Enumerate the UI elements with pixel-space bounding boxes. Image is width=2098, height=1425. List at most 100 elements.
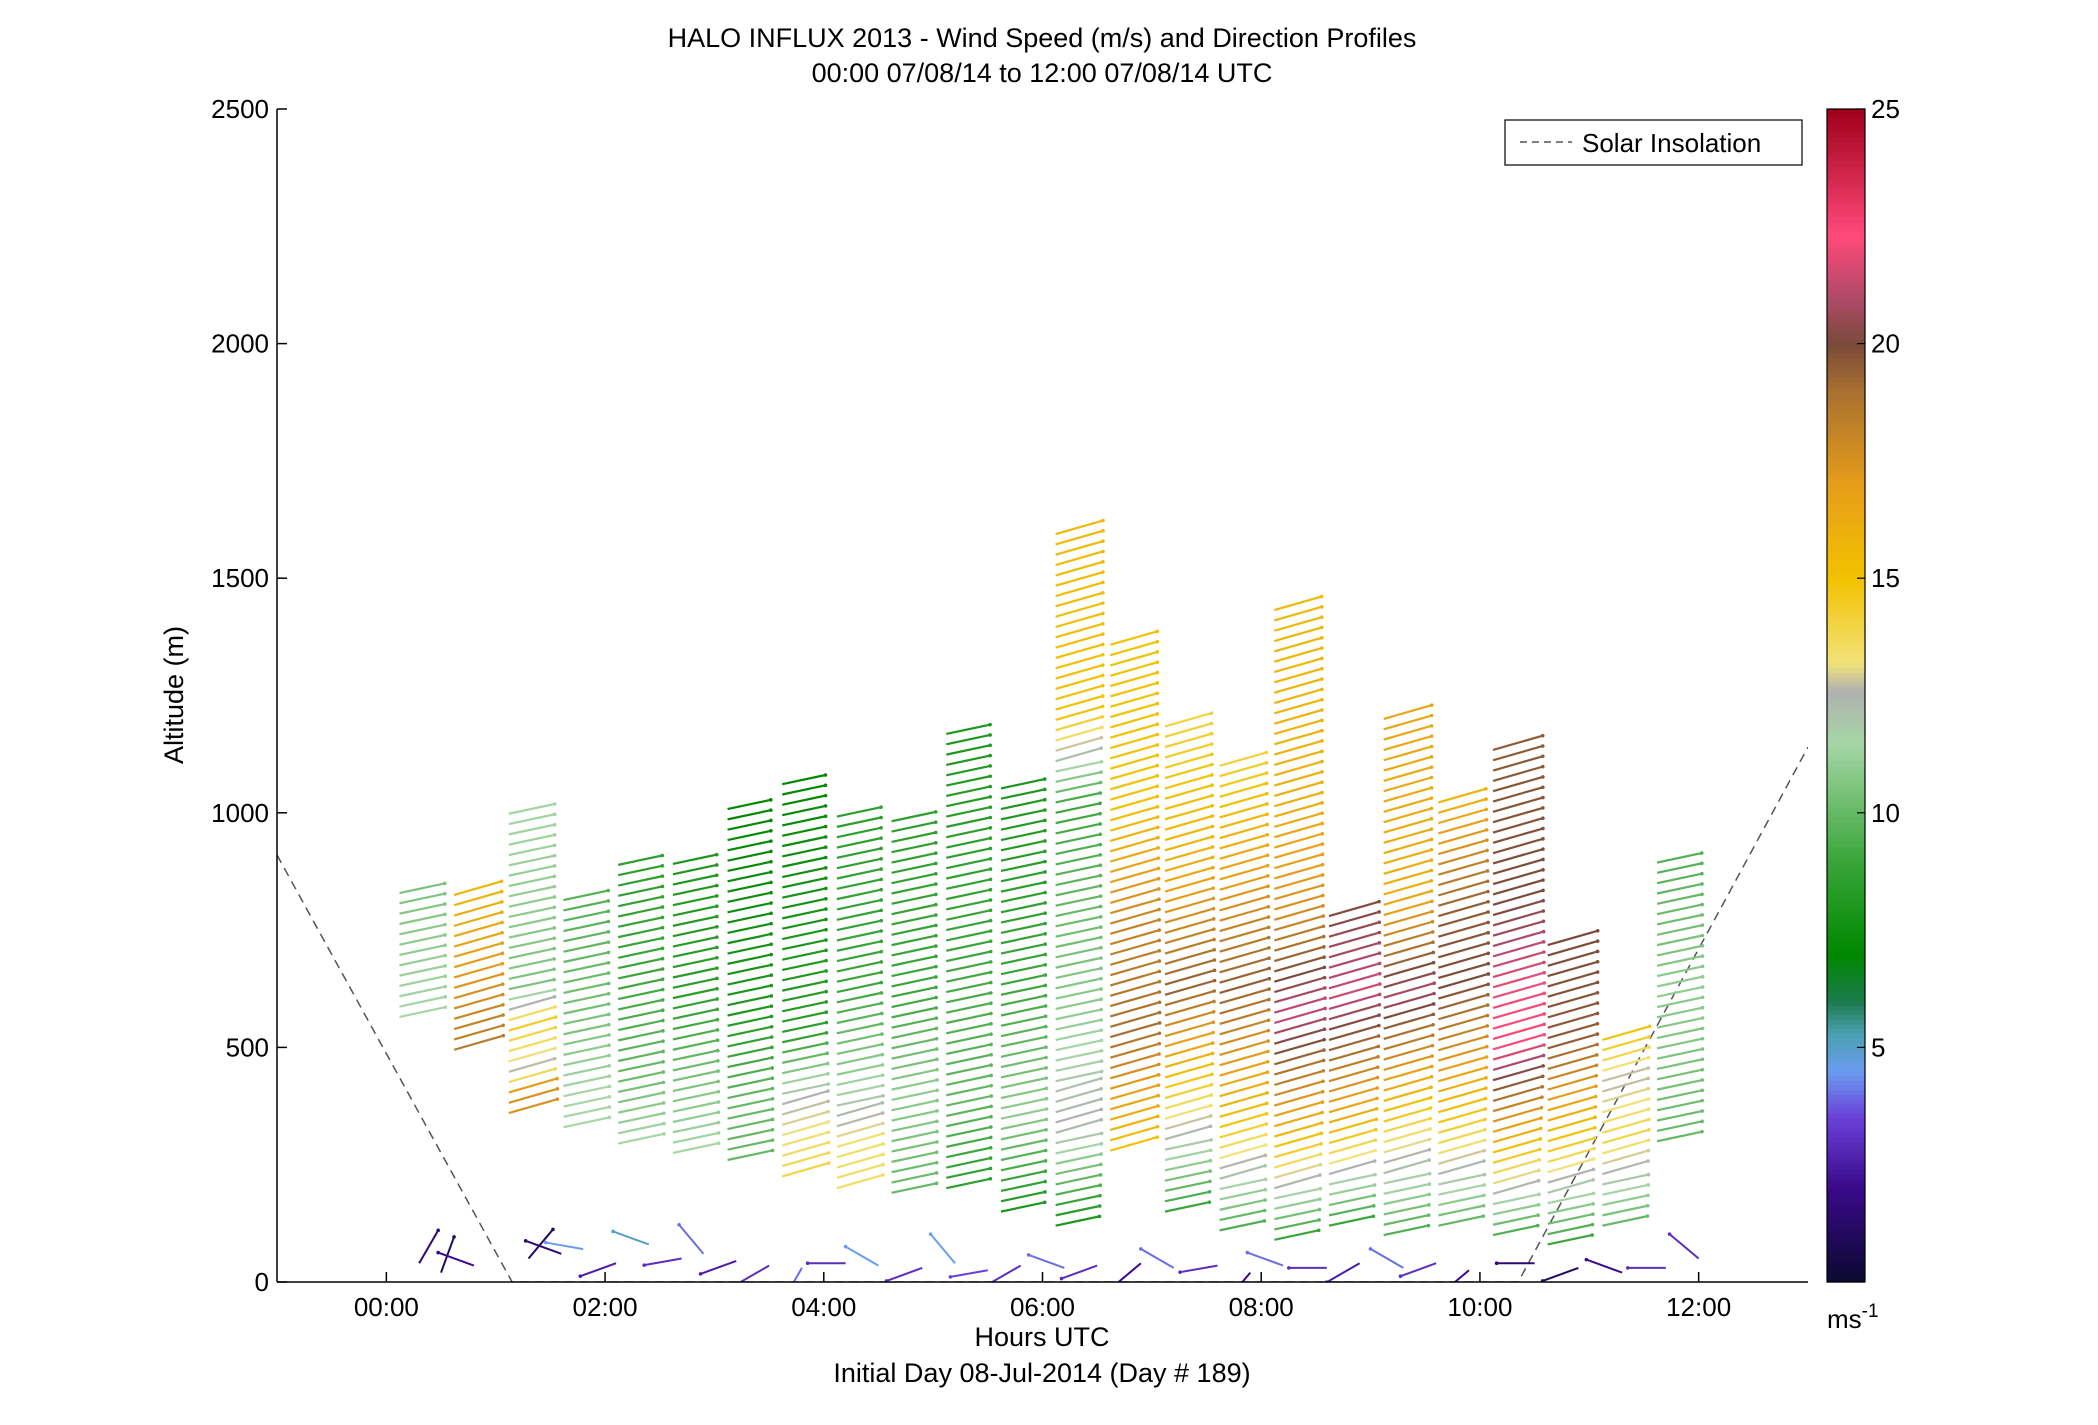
wind-barb [672,1018,718,1031]
wind-barb [1000,1190,1046,1203]
wind-barb-tip [824,969,828,973]
wind-barb-tip [1431,950,1436,955]
wind-barb [399,913,446,926]
wind-barb-tip [1208,1124,1213,1129]
wind-barb-tip [879,1001,884,1005]
wind-barb-tip [1044,1035,1048,1039]
wind-barb [836,1173,884,1190]
colorbar-band [1827,179,1865,185]
wind-barb [1219,905,1269,922]
wind-barb [1055,915,1101,928]
wind-barb-tip [1540,1095,1544,1099]
wind-barb-tip [1485,1034,1489,1039]
wind-barb [891,1130,938,1143]
wind-barb [1055,633,1104,649]
surface-wind-barb-tip [1224,1300,1228,1304]
colorbar-band [1827,789,1865,795]
colorbar-band [1827,535,1865,542]
wind-barb [727,1046,773,1058]
wind-barb [1492,858,1544,875]
wind-barb-tip [1156,856,1161,860]
wind-barb [782,815,826,827]
wind-barb [1109,939,1160,956]
wind-barb [672,894,718,907]
wind-barb [1055,977,1102,990]
wind-barb-tip [988,929,993,933]
surface-wind-barb-tip [1287,1266,1291,1270]
wind-barb [1274,688,1323,705]
colorbar-band [1827,1206,1865,1213]
colorbar-band [1827,962,1865,969]
wind-barb-tip [1265,1091,1269,1095]
wind-barb [1383,992,1435,1010]
wind-barb-tip [1265,853,1270,858]
wind-barb [1274,1007,1326,1025]
wind-barb-tip [1210,773,1214,777]
wind-barb-tip [1700,1078,1705,1082]
wind-barb-tip [1099,945,1103,950]
wind-barb [836,1002,882,1014]
wind-barb [946,898,991,911]
wind-barb-tip [824,958,828,963]
wind-barb-tip [988,826,993,830]
colorbar-band [1827,263,1865,270]
wind-barb-tip [1320,728,1324,733]
colorbar-band [1827,371,1865,378]
wind-barb-tip [1211,1020,1216,1025]
wind-barb [1383,971,1435,989]
wind-barb [1438,1183,1485,1196]
wind-barb-tip [1099,1059,1104,1063]
wind-barb-tip [1098,925,1103,929]
wind-barb [1492,775,1544,793]
colorbar-band [1827,709,1865,715]
wind-barb [946,1167,991,1179]
wind-barb [946,775,991,787]
wind-barb-tip [1157,1041,1162,1046]
wind-barb-tip [1700,985,1705,989]
wind-barb [399,944,446,957]
wind-barb [1492,1193,1540,1206]
wind-barb-tip [1155,804,1160,809]
wind-barb-tip [715,997,719,1001]
surface-wind-barb [418,1229,440,1264]
wind-barb-tip [1155,743,1160,747]
wind-barb [1055,622,1104,639]
wind-barb-tip [715,925,719,929]
colorbar-band [1827,423,1865,429]
colorbar-band [1827,1038,1865,1044]
wind-barb-tip [607,1074,612,1078]
wind-barb [1000,901,1046,914]
wind-barb [1328,910,1380,928]
wind-barb [1219,946,1270,964]
wind-barb [1547,981,1598,998]
wind-barb-tip [1646,1055,1651,1060]
colorbar-band [1827,413,1865,420]
wind-barb [891,1140,938,1153]
y-tick-label: 2500 [211,94,269,124]
wind-barb-tip [879,826,883,830]
wind-barb-tip [1700,954,1705,958]
wind-barb [1109,836,1159,853]
wind-barb-tip [1595,1042,1599,1047]
wind-barb [1438,1035,1488,1052]
wind-barb [617,978,663,990]
wind-barb [1000,860,1046,873]
surface-wind-barb [792,1267,803,1282]
wind-barb-tip [1319,594,1324,599]
wind-barb [1328,1215,1374,1227]
wind-barb-tip [1209,1138,1213,1142]
wind-barb-tip [1099,759,1104,764]
wind-barb-tip [1265,791,1269,796]
wind-barb [782,846,826,858]
wind-barb-tip [661,1070,666,1074]
wind-barb [1492,1169,1540,1185]
wind-barb [946,888,991,901]
colorbar-band [1827,901,1865,908]
wind-barb [1274,894,1324,911]
wind-barb [1656,944,1703,957]
wind-barb-tip [1099,746,1103,750]
wind-barb-tip [1043,1179,1047,1184]
surface-wind-barb [440,1236,455,1273]
colorbar-band [1827,282,1865,288]
colorbar-band [1827,751,1865,758]
